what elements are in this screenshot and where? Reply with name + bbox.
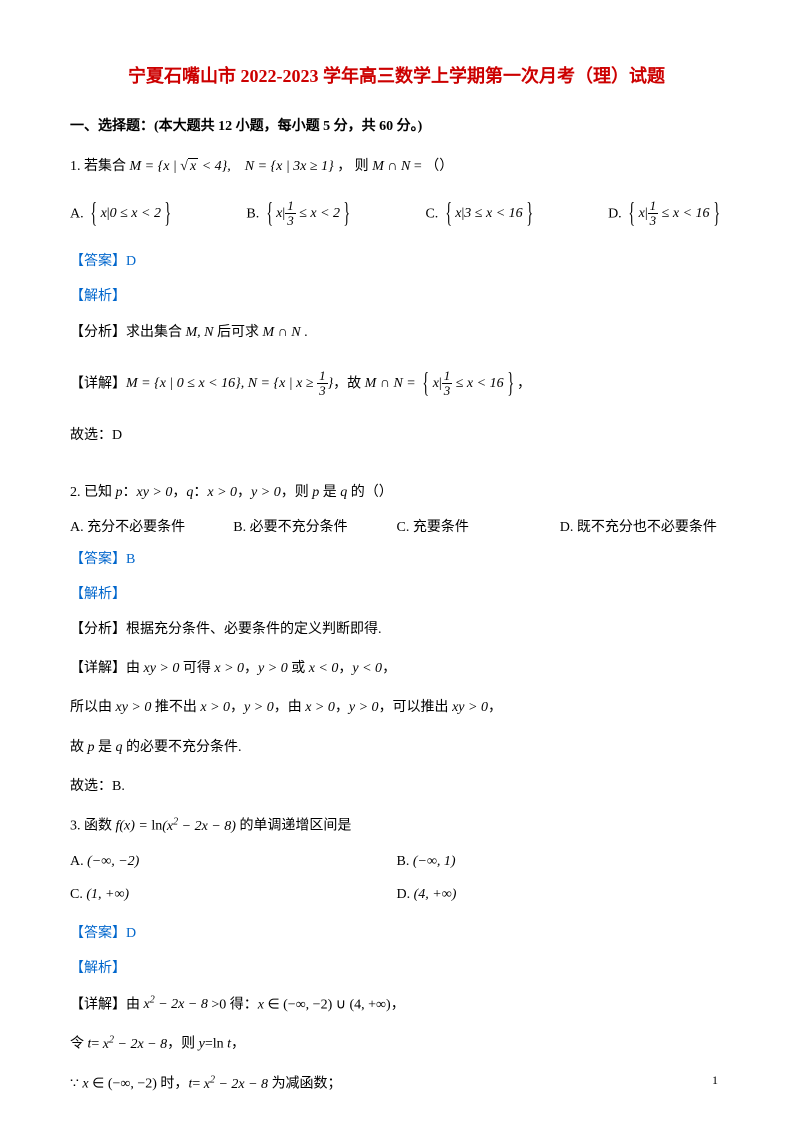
page-title: 宁夏石嘴山市 2022-2023 学年高三数学上学期第一次月考（理）试题 [70,60,723,92]
q1-math: M = {x | √x < 4}, N = {x | 3x ≥ 1} [130,158,334,174]
q2-fenxi: 【分析】根据充分条件、必要条件的定义判断即得. [70,617,723,642]
question-2: 2. 已知 p：xy > 0，q：x > 0，y > 0，则 p 是 q 的（）… [70,480,723,799]
q3-stem: 3. 函数 f(x) = ln(x2 − 2x − 8) 的单调递增区间是 [70,813,723,839]
q3-jiexi: 【解析】 [70,956,723,981]
q2-guxuan: 故选：B. [70,774,723,799]
q2-options: A. 充分不必要条件 B. 必要不充分条件 C. 充要条件 D. 既不充分也不必… [70,515,723,540]
q1-xiangjie: 【详解】M = {x | 0 ≤ x < 16}, N = {x | x ≥ 1… [70,359,723,409]
q3-xiangjie1: 【详解】由 x2 − 2x − 8 >0 得：x ∈ (−∞, −2) ∪ (4… [70,992,723,1018]
q2-stem: 2. 已知 p：xy > 0，q：x > 0，y > 0，则 p 是 q 的（） [70,480,723,505]
q2-optD: D. 既不充分也不必要条件 [560,515,723,540]
q3-optC: C. (1, +∞) [70,882,397,907]
q2-xiangjie1: 【详解】由 xy > 0 可得 x > 0，y > 0 或 x < 0，y < … [70,656,723,681]
question-1: 1. 若集合 M = {x | √x < 4}, N = {x | 3x ≥ 1… [70,154,723,449]
q2-xiangjie3: 故 p 是 q 的必要不充分条件. [70,735,723,760]
q3-optD: D. (4, +∞) [397,882,724,907]
q1-stem: 1. 若集合 M = {x | √x < 4}, N = {x | 3x ≥ 1… [70,154,723,179]
q2-jiexi: 【解析】 [70,582,723,607]
q1-optC: C. {x|3 ≤ x < 16} [425,189,536,239]
q3-options: A. (−∞, −2) B. (−∞, 1) C. (1, +∞) D. (4,… [70,849,723,915]
q1-guxuan: 故选：D [70,423,723,448]
q1-jiexi: 【解析】 [70,284,723,309]
q1-answer: 【答案】D [70,249,723,274]
q1-optA: A. {x|0 ≤ x < 2} [70,189,174,239]
q1-stem-prefix: 1. 若集合 [70,159,130,174]
q1-stem-suffix: ， 则 M ∩ N = （） [337,159,453,174]
q2-optB: B. 必要不充分条件 [233,515,396,540]
q3-optB: B. (−∞, 1) [397,849,724,874]
q1-options: A. {x|0 ≤ x < 2} B. {x|13 ≤ x < 2} C. {x… [70,189,723,239]
q3-xiangjie3: ∵ x ∈ (−∞, −2) 时，t= x2 − 2x − 8 为减函数； [70,1071,723,1097]
q2-answer: 【答案】B [70,547,723,572]
section-header: 一、选择题：(本大题共 12 小题，每小题 5 分，共 60 分。) [70,114,723,139]
q2-optA: A. 充分不必要条件 [70,515,233,540]
q3-xiangjie2: 令 t= x2 − 2x − 8，则 y=ln t， [70,1031,723,1057]
q3-optA: A. (−∞, −2) [70,849,397,874]
q1-optD: D. {x|13 ≤ x < 16} [608,189,723,239]
q1-optB: B. {x|13 ≤ x < 2} [246,189,353,239]
q2-xiangjie2: 所以由 xy > 0 推不出 x > 0，y > 0，由 x > 0，y > 0… [70,695,723,720]
q2-optC: C. 充要条件 [397,515,560,540]
question-3: 3. 函数 f(x) = ln(x2 − 2x − 8) 的单调递增区间是 A.… [70,813,723,1097]
q1-fenxi: 【分析】求出集合 M, N 后可求 M ∩ N . [70,320,723,345]
q3-answer: 【答案】D [70,921,723,946]
page-number: 1 [712,1070,718,1092]
